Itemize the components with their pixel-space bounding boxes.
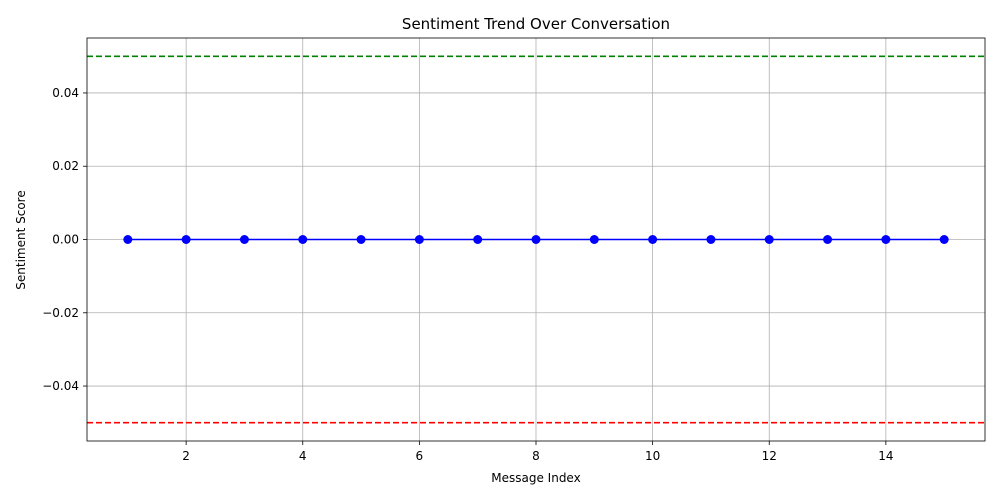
y-tick-label: −0.02 xyxy=(42,306,79,320)
data-point xyxy=(823,235,833,244)
data-point xyxy=(648,235,658,244)
tick-layer: 2 4 6 8 10 12 14 −0.04 −0.02 0.00 0.02 0.04 xyxy=(42,86,893,463)
data-point xyxy=(881,235,891,244)
x-tick-label: 12 xyxy=(762,449,777,463)
x-tick-label: 6 xyxy=(416,449,424,463)
x-tick-label: 8 xyxy=(532,449,540,463)
data-point xyxy=(589,235,599,244)
data-point xyxy=(298,235,308,244)
x-tick-label: 2 xyxy=(182,449,190,463)
y-axis-label: Sentiment Score xyxy=(14,190,28,289)
data-point xyxy=(764,235,774,244)
y-tick-label: 0.04 xyxy=(52,86,79,100)
data-point xyxy=(239,235,249,244)
data-point xyxy=(356,235,366,244)
y-tick-label: 0.00 xyxy=(52,233,79,247)
x-axis-label: Message Index xyxy=(491,471,580,485)
data-point xyxy=(531,235,541,244)
chart-title: Sentiment Trend Over Conversation xyxy=(402,15,670,33)
y-tick-label: 0.02 xyxy=(52,159,79,173)
x-tick-label: 4 xyxy=(299,449,307,463)
data-point xyxy=(706,235,716,244)
x-tick-label: 14 xyxy=(878,449,893,463)
data-point xyxy=(939,235,949,244)
data-point xyxy=(181,235,191,244)
x-tick-label: 10 xyxy=(645,449,660,463)
data-point xyxy=(414,235,424,244)
data-point xyxy=(473,235,483,244)
y-tick-label: −0.04 xyxy=(42,379,79,393)
reference-lines xyxy=(87,55,985,424)
series-layer xyxy=(123,235,949,244)
data-point xyxy=(123,235,133,244)
